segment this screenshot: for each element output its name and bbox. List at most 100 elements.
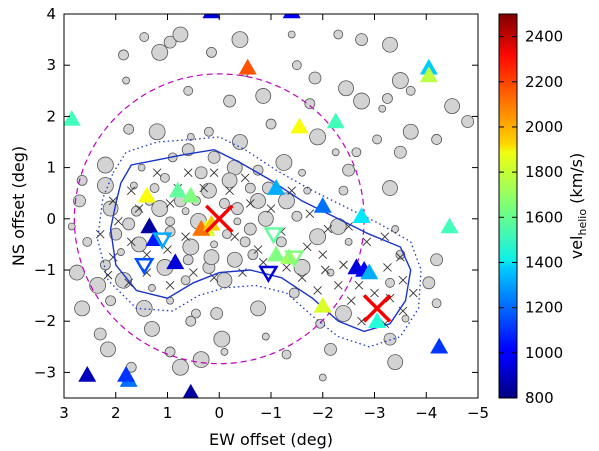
galaxy-circle bbox=[250, 300, 266, 317]
x-axis-ticks: 3 2 1 0 −1 −2 −3 −4 −5 bbox=[59, 14, 489, 422]
small-cross-marker bbox=[126, 186, 136, 195]
small-cross-marker bbox=[321, 265, 330, 275]
x-tick-label: −1 bbox=[260, 404, 282, 422]
small-cross-marker bbox=[258, 258, 268, 267]
galaxy-circle bbox=[100, 341, 116, 358]
small-cross-marker bbox=[385, 293, 395, 303]
galaxy-circle bbox=[461, 115, 475, 128]
small-cross-marker bbox=[398, 275, 408, 285]
galaxy-circle bbox=[353, 92, 370, 110]
galaxy-circle bbox=[385, 277, 395, 288]
galaxy-circle bbox=[210, 307, 224, 320]
galaxy-circle bbox=[151, 200, 169, 217]
small-cross-marker bbox=[165, 281, 175, 290]
large-cross-marker bbox=[205, 204, 234, 234]
small-cross-marker bbox=[209, 168, 219, 178]
galaxy-circle bbox=[182, 238, 200, 256]
colorbar-label: velhelio (km/s) bbox=[567, 153, 589, 260]
galaxy-circle bbox=[298, 168, 306, 177]
galaxy-triangle-marker bbox=[202, 14, 221, 19]
small-cross-marker bbox=[142, 268, 152, 277]
y-tick-label: 1 bbox=[46, 159, 56, 177]
galaxy-circle bbox=[148, 123, 166, 141]
small-cross-marker bbox=[344, 222, 353, 231]
y-tick-label: −3 bbox=[34, 363, 56, 381]
galaxy-triangle-marker bbox=[326, 112, 345, 129]
galaxy-circle bbox=[139, 32, 150, 42]
galaxy-triangle-marker bbox=[140, 217, 159, 234]
galaxy-circle bbox=[391, 72, 409, 89]
galaxy-circle bbox=[318, 373, 327, 382]
galaxy-circle bbox=[293, 259, 311, 276]
x-axis-label: EW offset (deg) bbox=[209, 430, 333, 449]
colorbar-tick-label: 1400 bbox=[525, 253, 563, 271]
small-cross-marker bbox=[313, 286, 322, 295]
galaxy-triangle-marker bbox=[202, 214, 221, 231]
galaxy-circle bbox=[181, 207, 190, 216]
galaxy-circle bbox=[331, 148, 340, 157]
galaxy-circle bbox=[165, 216, 175, 227]
galaxy-circle bbox=[309, 128, 326, 146]
galaxy-circle bbox=[207, 150, 221, 164]
galaxy-circle bbox=[221, 172, 238, 189]
colorbar-tick-label: 2400 bbox=[525, 28, 563, 46]
galaxy-triangle-marker bbox=[182, 383, 199, 398]
small-cross-marker bbox=[357, 316, 366, 326]
small-cross-marker bbox=[183, 168, 193, 178]
galaxy-circle bbox=[401, 314, 410, 323]
y-tick-label: 4 bbox=[46, 5, 56, 23]
galaxy-circle bbox=[344, 237, 353, 246]
small-cross-marker bbox=[323, 224, 333, 234]
plot-area: 3 2 1 0 −1 −2 −3 −4 −5 −3 −2 −1 0 1 2 3 4 bbox=[34, 5, 489, 422]
galaxy-triangle-marker bbox=[267, 245, 286, 262]
galaxy-circle bbox=[122, 217, 136, 231]
small-cross-marker bbox=[282, 263, 291, 272]
galaxy-circle bbox=[333, 29, 344, 40]
small-cross-marker bbox=[240, 173, 250, 183]
galaxy-circle bbox=[326, 268, 335, 277]
galaxy-circle bbox=[444, 98, 461, 115]
galaxy-circle bbox=[73, 194, 86, 208]
galaxy-circle bbox=[231, 31, 249, 48]
galaxy-circle bbox=[192, 351, 210, 369]
galaxy-triangle-marker bbox=[117, 365, 136, 382]
small-cross-marker bbox=[266, 204, 276, 213]
galaxy-circle bbox=[382, 36, 398, 53]
galaxy-circle bbox=[226, 251, 243, 268]
galaxy-circle bbox=[278, 192, 295, 210]
galaxy-circle bbox=[180, 275, 191, 286]
colorbar: 800 1000 1200 1400 1600 1800 2000 2200 2400 velh… bbox=[498, 13, 589, 407]
galaxy-circle bbox=[243, 222, 257, 236]
small-cross-marker bbox=[134, 204, 144, 213]
small-cross-marker bbox=[108, 252, 118, 262]
galaxy-circle bbox=[422, 276, 436, 290]
galaxy-circle bbox=[219, 198, 230, 209]
colorbar-tick-label: 1800 bbox=[525, 163, 563, 181]
galaxy-circle bbox=[89, 276, 107, 294]
x-tick-label: 3 bbox=[59, 404, 69, 422]
small-cross-marker bbox=[253, 245, 263, 254]
galaxy-circle bbox=[391, 225, 400, 233]
y-axis-ticks: −3 −2 −1 0 1 2 3 4 bbox=[34, 5, 478, 381]
small-cross-marker bbox=[297, 273, 307, 282]
galaxy-circle bbox=[222, 229, 232, 240]
y-axis-label: NS offset (deg) bbox=[9, 146, 28, 266]
small-cross-marker bbox=[305, 209, 315, 218]
small-cross-marker bbox=[339, 260, 348, 270]
x-tick-label: −5 bbox=[467, 404, 489, 422]
open-triangle-marker bbox=[258, 265, 279, 284]
galaxy-circle bbox=[342, 163, 356, 177]
galaxy-circle bbox=[275, 236, 287, 248]
galaxy-circle bbox=[233, 217, 242, 226]
colorbar-gradient bbox=[499, 14, 517, 398]
galaxy-triangle-marker bbox=[368, 312, 387, 328]
galaxy-triangle-marker bbox=[192, 220, 211, 236]
x-tick-label: 0 bbox=[214, 404, 224, 422]
small-cross-marker bbox=[103, 270, 113, 280]
galaxy-circle bbox=[239, 236, 251, 248]
galaxy-triangle-marker bbox=[166, 253, 185, 270]
x-tick-label: 1 bbox=[163, 404, 173, 422]
galaxy-circle bbox=[149, 183, 160, 193]
galaxy-circle bbox=[315, 318, 326, 329]
